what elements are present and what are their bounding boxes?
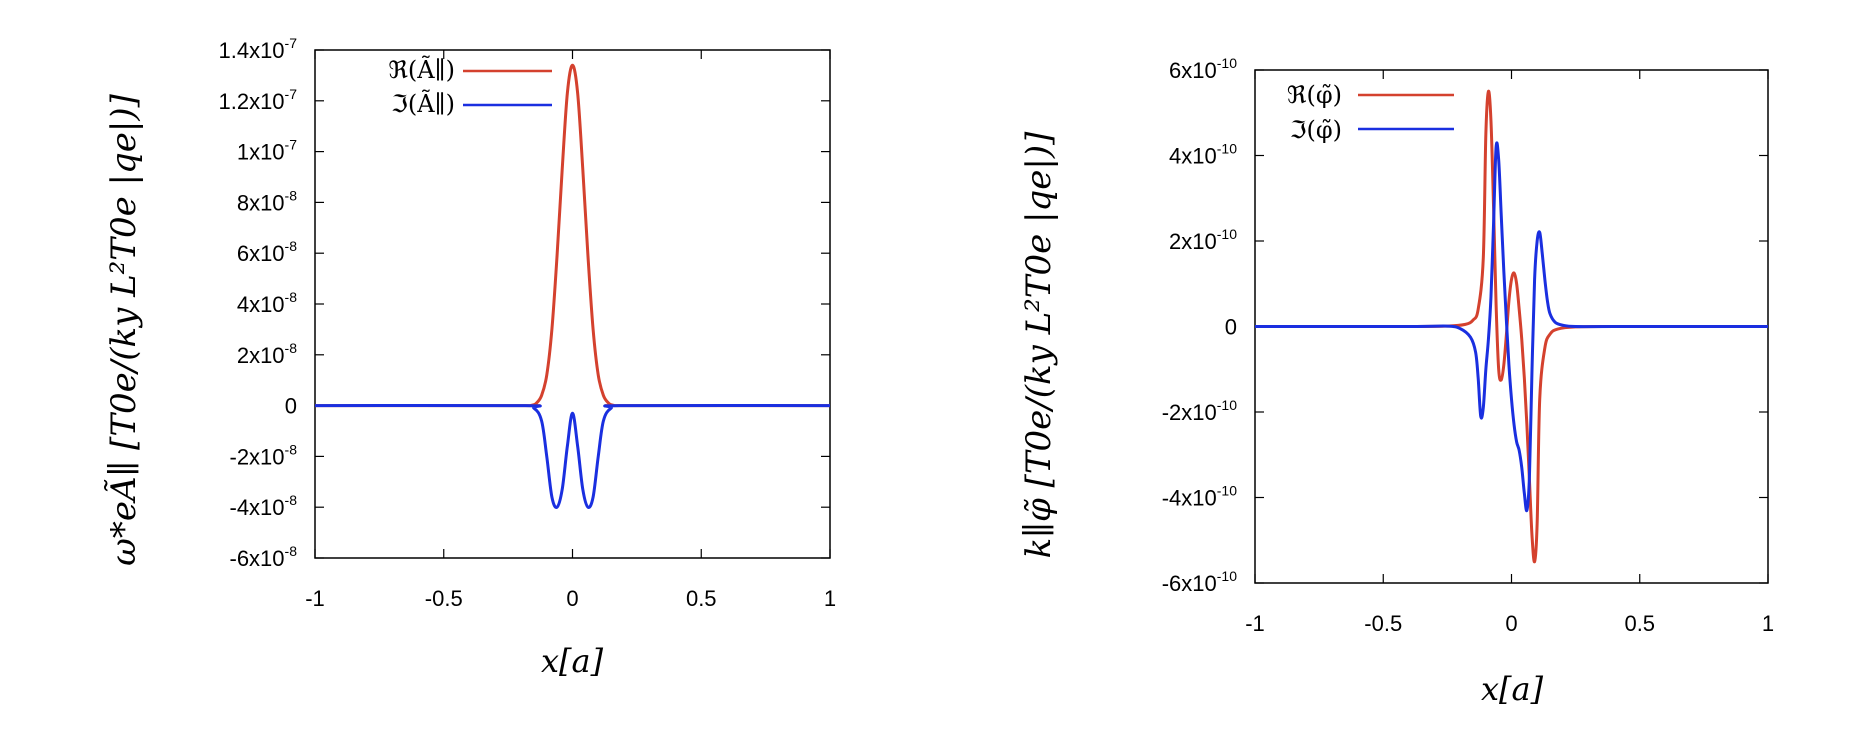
y-tick-label: -4x10-8 [230, 492, 298, 520]
series-line-real [314, 63, 831, 408]
series-line-imag [314, 403, 831, 509]
x-axis-title: x[a] [541, 642, 604, 680]
legend: ℜ(φ̃) ℑ(φ̃) [1287, 81, 1454, 144]
plot-frame [314, 49, 831, 559]
y-tick-label: -6x10-10 [1162, 568, 1237, 596]
x-tick-labels: -1 -0.5 0 0.5 1 [305, 586, 836, 611]
y-axis-title: k∥φ̃ [T0e/(ky L²T0e |qe|)] [1019, 131, 1059, 558]
legend: ℜ(Ã∥) ℑ(Ã∥) [388, 55, 552, 118]
legend-entry-real-A: ℜ(Ã∥) [388, 55, 455, 84]
x-tick-label: 1 [824, 586, 836, 611]
series-line-imag [1254, 141, 1768, 513]
x-tick-labels: -1 -0.5 0 0.5 1 [1245, 611, 1774, 636]
y-tick-label: 6x10-10 [1169, 55, 1237, 83]
x-tick-label: 0.5 [686, 586, 717, 611]
y-tick-label: -4x10-10 [1162, 483, 1237, 511]
y-tick-label: 1.2x10-7 [218, 86, 297, 114]
series-lines [1254, 89, 1769, 564]
x-tick-label: -0.5 [1364, 611, 1402, 636]
y-tick-label: -2x10-8 [230, 441, 298, 469]
y-tick-labels: -6x10-10 -4x10-10 -2x10-10 0 2x10-10 4x10-10 6… [1162, 55, 1237, 596]
legend-entry-imag-A: ℑ(Ã∥) [391, 89, 455, 118]
tick-marks [1254, 69, 1769, 584]
x-tick-label: 0.5 [1624, 611, 1655, 636]
y-tick-label: 0 [1225, 315, 1237, 340]
series-line-real [1254, 89, 1769, 564]
legend-entry-real-phi: ℜ(φ̃) [1287, 81, 1342, 109]
legend-entry-imag-phi: ℑ(φ̃) [1290, 116, 1342, 144]
y-tick-label: 4x10-8 [237, 289, 297, 317]
tick-marks [314, 49, 831, 559]
y-tick-label: 4x10-10 [1169, 141, 1237, 169]
series-lines [314, 63, 831, 509]
x-tick-label: -1 [1245, 611, 1265, 636]
y-tick-labels: -6x10-8 -4x10-8 -2x10-8 0 2x10-8 4x10-8 6x10-8… [218, 35, 297, 571]
y-tick-label: 0 [285, 394, 297, 419]
x-axis-title: x[a] [1481, 670, 1544, 708]
x-tick-label: -1 [305, 586, 325, 611]
x-tick-label: 1 [1762, 611, 1774, 636]
y-tick-label: 1.4x10-7 [218, 35, 297, 63]
right-chart: -6x10-10 -4x10-10 -2x10-10 0 2x10-10 4x10-10 6… [1019, 55, 1774, 708]
y-tick-label: 1x10-7 [237, 137, 297, 165]
x-tick-label: 0 [566, 586, 578, 611]
x-tick-label: -0.5 [425, 586, 463, 611]
y-tick-label: 8x10-8 [237, 187, 297, 215]
y-tick-label: 6x10-8 [237, 238, 297, 266]
y-tick-label: -2x10-10 [1162, 397, 1237, 425]
y-tick-label: 2x10-10 [1169, 226, 1237, 254]
y-tick-label: 2x10-8 [237, 340, 297, 368]
y-axis-title: ω*eÃ∥ [T0e/(ky L²T0e |qe|)] [104, 93, 144, 565]
y-tick-label: -6x10-8 [230, 543, 298, 571]
x-tick-label: 0 [1505, 611, 1517, 636]
left-chart: -6x10-8 -4x10-8 -2x10-8 0 2x10-8 4x10-8 6x10-8… [104, 35, 836, 680]
